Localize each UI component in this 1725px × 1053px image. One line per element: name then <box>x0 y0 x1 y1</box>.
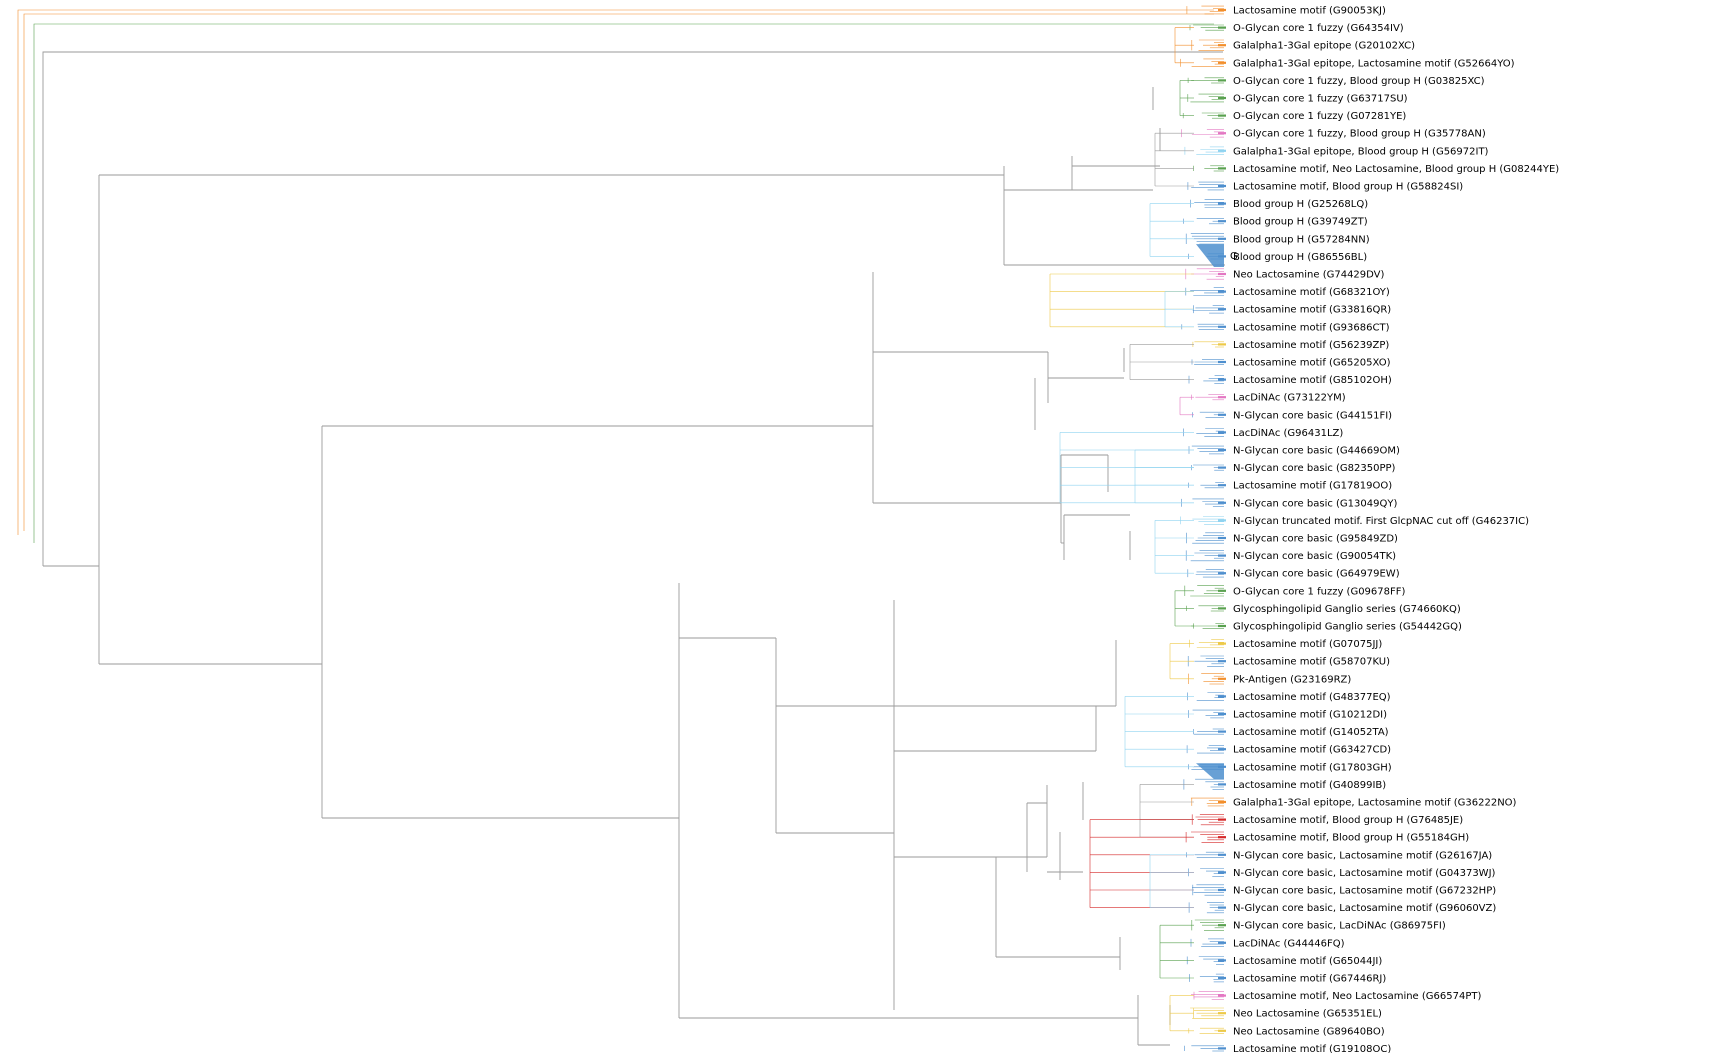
leaf-label: Lactosamine motif (G17803GH) <box>1233 762 1392 773</box>
leaf-label: N-Glycan core basic (G44669OM) <box>1233 446 1400 457</box>
leaf-label: Lactosamine motif, Blood group H (G76485… <box>1233 815 1463 826</box>
leaf-label: Galalpha1-3Gal epitope, Blood group H (G… <box>1233 146 1489 157</box>
leaf-label: Glycosphingolipid Ganglio series (G74660… <box>1233 604 1461 615</box>
leaf-label: LacDiNAc (G73122YM) <box>1233 393 1346 404</box>
leaf-label: N-Glycan truncated motif. First GlcpNAC … <box>1233 516 1529 527</box>
leaf-label: Galalpha1-3Gal epitope (G20102XC) <box>1233 41 1415 52</box>
leaf-label: O-Glycan core 1 fuzzy, Blood group H (G3… <box>1233 129 1486 140</box>
dense-leaf-cluster <box>1196 244 1224 267</box>
leaf-label: Lactosamine motif (G56239ZP) <box>1233 340 1389 351</box>
leaf-label: Glycosphingolipid Ganglio series (G54442… <box>1233 622 1462 633</box>
leaf-label: Blood group H (G86556BL) <box>1233 252 1367 263</box>
outer-branch-lines <box>17 9 1223 566</box>
leaf-label: Pk-Antigen (G23169RZ) <box>1233 674 1351 685</box>
leaf-label: N-Glycan core basic, Lactosamine motif (… <box>1233 868 1496 879</box>
main-branch-lines <box>43 87 1225 1046</box>
leaf-label: O-Glycan core 1 fuzzy, Blood group H (G0… <box>1233 76 1485 87</box>
leaf-label: N-Glycan core basic (G82350PP) <box>1233 463 1396 474</box>
leaf-label: N-Glycan core basic (G44151FI) <box>1233 410 1392 421</box>
leaf-label: Lactosamine motif (G85102OH) <box>1233 375 1392 386</box>
leaf-label: N-Glycan core basic, Lactosamine motif (… <box>1233 850 1492 861</box>
leaf-label: Lactosamine motif (G40899IB) <box>1233 780 1386 791</box>
leaf-label: Blood group H (G25268LQ) <box>1233 199 1368 210</box>
leaf-label: Neo Lactosamine (G65351EL) <box>1233 1009 1382 1020</box>
leaf-label: Lactosamine motif (G67446RJ) <box>1233 974 1386 985</box>
leaf-label: Lactosamine motif, Blood group H (G58824… <box>1233 182 1463 193</box>
overlap-leaf-label: G <box>1230 251 1238 262</box>
leaf-labels: Lactosamine motif (G90053KJ) O-Glycan cor… <box>1233 6 1559 1053</box>
leaf-label: LacDiNAc (G96431LZ) <box>1233 428 1343 439</box>
leaf-label: O-Glycan core 1 fuzzy (G64354IV) <box>1233 23 1404 34</box>
leaf-label: Lactosamine motif, Neo Lactosamine (G665… <box>1233 991 1481 1002</box>
leaf-label: Lactosamine motif (G65205XO) <box>1233 358 1391 369</box>
leaf-label: Lactosamine motif (G33816QR) <box>1233 305 1391 316</box>
leaf-label: Lactosamine motif, Blood group H (G55184… <box>1233 833 1469 844</box>
leaf-label: LacDiNAc (G44446FQ) <box>1233 938 1345 949</box>
leaf-label: O-Glycan core 1 fuzzy (G09678FF) <box>1233 586 1406 597</box>
leaf-label: N-Glycan core basic (G95849ZD) <box>1233 534 1398 545</box>
leaf-tip-markers <box>1218 8 1226 1050</box>
leaf-label: Lactosamine motif (G48377EQ) <box>1233 692 1391 703</box>
leaf-label: N-Glycan core basic, Lactosamine motif (… <box>1233 886 1496 897</box>
leaf-label: Lactosamine motif (G93686CT) <box>1233 322 1390 333</box>
leaf-label: Lactosamine motif (G63427CD) <box>1233 745 1391 756</box>
leaf-label: Lactosamine motif, Neo Lactosamine, Bloo… <box>1233 164 1559 175</box>
leaf-label: Neo Lactosamine (G74429DV) <box>1233 270 1385 281</box>
leaf-label: Lactosamine motif (G14052TA) <box>1233 727 1389 738</box>
leaf-label: Lactosamine motif (G68321OY) <box>1233 287 1390 298</box>
leaf-label: Lactosamine motif (G90053KJ) <box>1233 6 1386 17</box>
leaf-label: Galalpha1-3Gal epitope, Lactosamine moti… <box>1233 798 1517 809</box>
leaf-label: N-Glycan core basic (G90054TK) <box>1233 551 1396 562</box>
leaf-label: Lactosamine motif (G58707KU) <box>1233 657 1390 668</box>
leaf-label: Blood group H (G39749ZT) <box>1233 217 1368 228</box>
leaf-label: O-Glycan core 1 fuzzy (G07281YE) <box>1233 111 1406 122</box>
leaf-label: Lactosamine motif (G17819OO) <box>1233 481 1392 492</box>
leaf-label: Lactosamine motif (G65044JI) <box>1233 956 1382 967</box>
dense-leaf-cluster <box>1196 763 1224 780</box>
leaf-label: Lactosamine motif (G10212DI) <box>1233 710 1387 721</box>
leaf-label: Lactosamine motif (G19108OC) <box>1233 1044 1391 1053</box>
leaf-branch-lines <box>1049 5 1224 1052</box>
leaf-label: N-Glycan core basic (G64979EW) <box>1233 569 1400 580</box>
leaf-label: O-Glycan core 1 fuzzy (G63717SU) <box>1233 94 1408 105</box>
leaf-label: Blood group H (G57284NN) <box>1233 234 1370 245</box>
leaf-label: N-Glycan core basic (G13049QY) <box>1233 498 1397 509</box>
leaf-label: Neo Lactosamine (G89640BO) <box>1233 1026 1385 1037</box>
leaf-label: N-Glycan core basic, Lactosamine motif (… <box>1233 903 1496 914</box>
leaf-label: Lactosamine motif (G07075JJ) <box>1233 639 1382 650</box>
leaf-label: N-Glycan core basic, LacDiNAc (G86975FI) <box>1233 921 1446 932</box>
leaf-label: Galalpha1-3Gal epitope, Lactosamine moti… <box>1233 58 1515 69</box>
